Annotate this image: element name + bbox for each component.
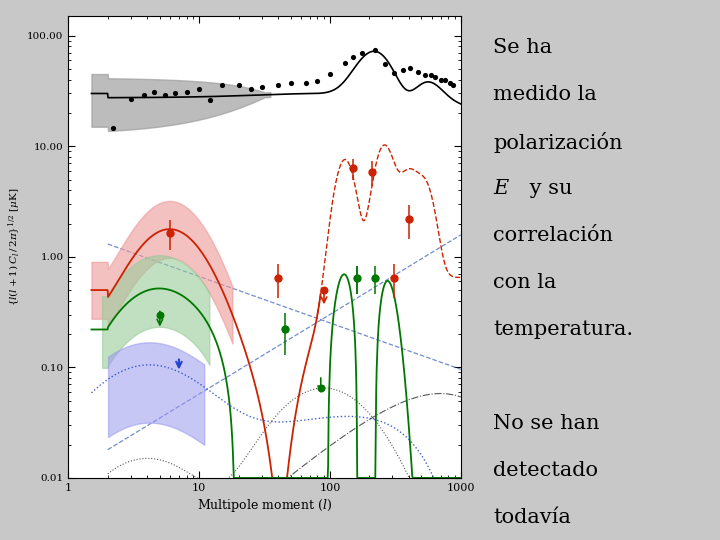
Text: con la: con la (493, 273, 557, 292)
Y-axis label: $\{ l(l+1)\, C_l\, /\, 2\pi \}^{1/2}\ [\mu\mathrm{K}]$: $\{ l(l+1)\, C_l\, /\, 2\pi \}^{1/2}\ [\… (6, 188, 23, 306)
Point (194, 85, 205, 93)
Point (389, 69, 400, 77)
Text: polarización: polarización (493, 132, 623, 153)
Point (169, 89, 181, 98)
Point (435, 76, 446, 84)
Point (425, 71, 436, 79)
Point (412, 68, 423, 76)
X-axis label: Multipole moment ($l$): Multipole moment ($l$) (197, 497, 332, 514)
Point (430, 73, 441, 82)
Text: y su: y su (523, 179, 573, 198)
Point (419, 71, 431, 79)
Point (444, 79, 455, 87)
Text: todavía: todavía (493, 508, 571, 526)
Text: Se ha: Se ha (493, 38, 552, 57)
Text: $E$: $E$ (493, 179, 510, 198)
Point (154, 310, 166, 319)
Point (369, 46, 381, 55)
Point (204, 96, 215, 105)
Point (181, 87, 192, 96)
Point (285, 79, 297, 87)
Point (315, 384, 327, 393)
Text: temperatura.: temperatura. (493, 320, 634, 339)
Point (397, 65, 408, 74)
Point (447, 80, 459, 89)
Point (217, 80, 228, 89)
Point (347, 53, 359, 62)
Text: detectado: detectado (493, 461, 598, 480)
Point (107, 124, 119, 133)
Text: medido la: medido la (493, 85, 597, 104)
Point (159, 91, 171, 99)
Point (339, 58, 351, 67)
Point (138, 91, 150, 99)
Point (148, 87, 160, 96)
Point (405, 64, 416, 72)
Text: No se han: No se han (493, 414, 600, 433)
Point (300, 79, 311, 87)
Point (439, 76, 451, 84)
Point (272, 80, 284, 89)
Text: correlación: correlación (493, 226, 613, 245)
Point (324, 70, 336, 78)
Point (356, 49, 367, 57)
Point (246, 85, 257, 93)
Point (379, 60, 391, 69)
Point (256, 83, 267, 92)
Point (318, 286, 330, 294)
Point (312, 77, 323, 85)
Point (233, 80, 244, 89)
Point (125, 94, 137, 103)
